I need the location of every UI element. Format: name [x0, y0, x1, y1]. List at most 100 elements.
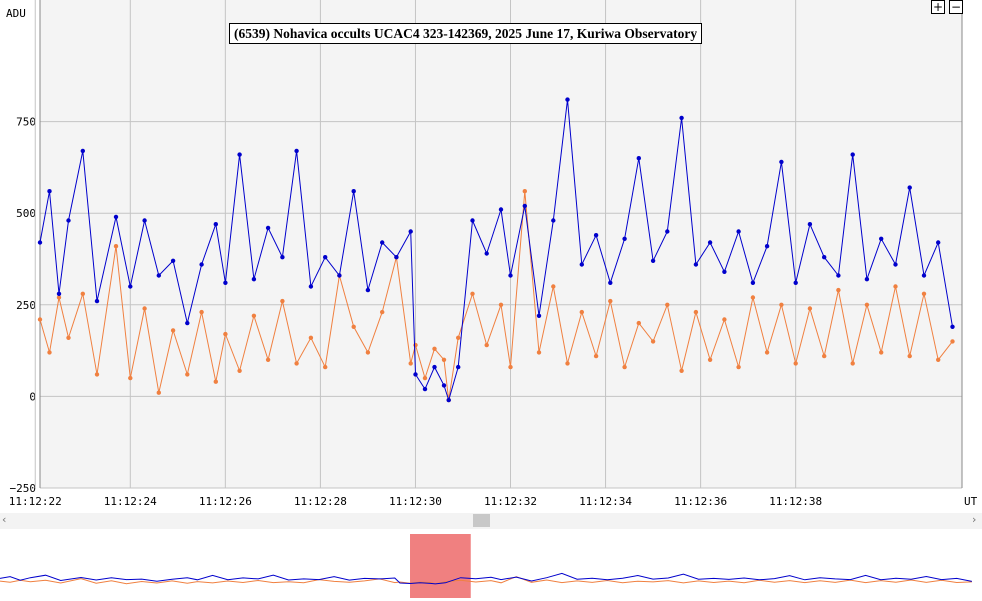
- data-point: [128, 284, 133, 289]
- data-point: [722, 317, 727, 322]
- data-point: [850, 361, 855, 366]
- data-point: [807, 222, 813, 227]
- overview-navigator[interactable]: [0, 530, 982, 601]
- data-point: [432, 346, 437, 351]
- data-point: [508, 364, 513, 370]
- data-point: [294, 148, 299, 154]
- data-point: [921, 273, 927, 278]
- data-point: [879, 350, 884, 355]
- data-point: [893, 284, 898, 289]
- data-point: [936, 240, 941, 245]
- data-point: [337, 273, 342, 278]
- data-point: [498, 302, 504, 307]
- x-tick-label: 11:12:38: [769, 495, 822, 508]
- data-point: [422, 386, 428, 392]
- data-point: [413, 372, 418, 377]
- data-point: [907, 185, 912, 190]
- data-point: [237, 368, 242, 373]
- data-point: [408, 361, 413, 366]
- data-point: [636, 320, 641, 326]
- data-point: [113, 244, 119, 249]
- data-point: [142, 218, 147, 223]
- data-point: [650, 339, 656, 344]
- data-point: [593, 353, 599, 359]
- data-point: [94, 298, 100, 304]
- scroll-left-icon[interactable]: ‹: [2, 513, 7, 526]
- data-point: [536, 313, 542, 318]
- data-point: [764, 244, 770, 249]
- data-point: [422, 375, 428, 381]
- data-point: [323, 255, 328, 260]
- data-point: [156, 390, 161, 395]
- data-point: [156, 273, 161, 278]
- data-point: [679, 368, 684, 373]
- data-point: [693, 309, 699, 315]
- y-tick-label: 500: [16, 207, 36, 220]
- x-tick-label: 11:12:36: [674, 495, 727, 508]
- data-point: [128, 375, 133, 381]
- data-point: [679, 115, 684, 121]
- data-point: [536, 350, 542, 355]
- data-point: [213, 379, 218, 384]
- x-tick-label: 11:12:28: [294, 495, 347, 508]
- data-point: [736, 364, 741, 370]
- chart-title: (6539) Nohavica occults UCAC4 323-142369…: [229, 23, 703, 44]
- data-point: [921, 291, 927, 296]
- data-point: [650, 258, 656, 263]
- zoom-out-button[interactable]: −: [949, 0, 963, 14]
- data-point: [394, 255, 399, 260]
- data-point: [37, 240, 43, 245]
- data-point: [622, 364, 627, 370]
- data-point: [836, 273, 841, 278]
- data-point: [251, 313, 257, 318]
- data-point: [56, 295, 62, 300]
- data-point: [380, 240, 385, 245]
- data-point: [456, 364, 461, 370]
- data-point: [879, 236, 884, 241]
- data-point: [565, 97, 570, 102]
- x-tick-label: 11:12:34: [579, 495, 632, 508]
- data-point: [822, 353, 827, 359]
- y-tick-label: 0: [29, 390, 36, 403]
- data-point: [565, 361, 570, 366]
- scroll-right-icon[interactable]: ›: [972, 513, 977, 526]
- data-point: [456, 335, 461, 340]
- data-point: [864, 277, 870, 282]
- data-point: [365, 287, 371, 293]
- data-point: [551, 218, 556, 223]
- data-point: [441, 357, 447, 362]
- data-point: [522, 189, 527, 194]
- horizontal-scrollbar[interactable]: ‹ ›: [0, 513, 982, 529]
- data-point: [265, 225, 271, 231]
- data-point: [170, 258, 176, 263]
- data-point: [213, 222, 218, 227]
- data-point: [793, 361, 798, 366]
- data-point: [265, 357, 271, 362]
- data-point: [950, 324, 955, 329]
- data-point: [446, 397, 451, 403]
- data-point: [636, 156, 641, 161]
- data-point: [47, 189, 52, 194]
- y-tick-label: 250: [16, 299, 36, 312]
- data-point: [113, 214, 119, 220]
- overview-selection[interactable]: [410, 534, 471, 598]
- data-point: [836, 287, 841, 293]
- data-point: [779, 302, 784, 307]
- data-point: [693, 262, 699, 267]
- x-tick-label: 11:12:26: [199, 495, 252, 508]
- data-point: [608, 280, 613, 285]
- zoom-in-button[interactable]: +: [931, 0, 945, 14]
- data-point: [170, 328, 176, 333]
- data-point: [608, 298, 613, 304]
- data-point: [280, 298, 285, 304]
- data-point: [199, 309, 204, 315]
- scroll-thumb[interactable]: [473, 514, 490, 527]
- data-point: [622, 236, 627, 241]
- data-point: [779, 159, 784, 165]
- data-point: [470, 218, 475, 223]
- data-point: [850, 152, 855, 157]
- y-axis-label: ADU: [6, 7, 26, 20]
- data-point: [413, 342, 418, 348]
- data-point: [807, 306, 813, 311]
